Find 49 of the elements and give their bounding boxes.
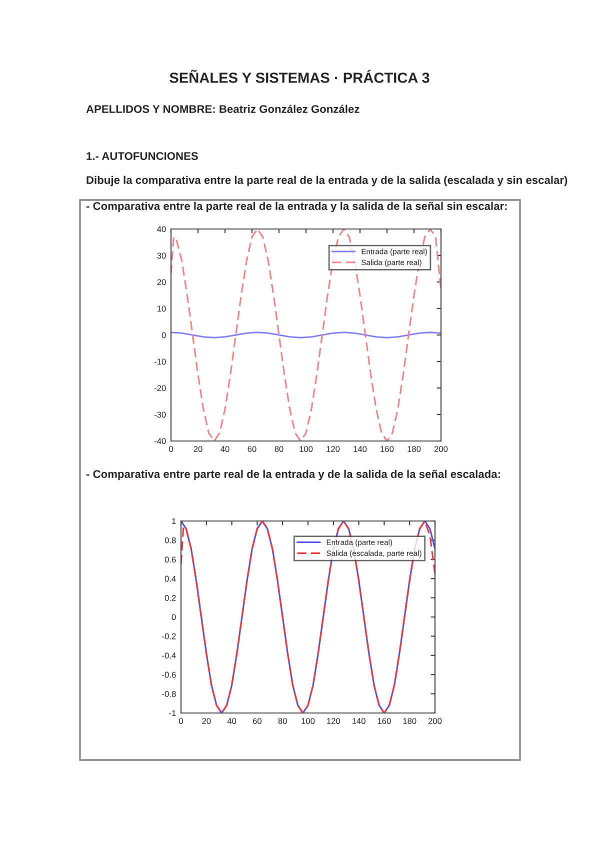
y-tick-label: 0 bbox=[162, 332, 166, 338]
y-tick-label: 0.2 bbox=[164, 595, 176, 601]
x-tick-label: 80 bbox=[274, 446, 284, 452]
text: SEÑALES Y SISTEMAS · PRÁCTICA 3 bbox=[170, 70, 430, 83]
y-tick-label: 30 bbox=[157, 252, 166, 259]
x-tick-label: 140 bbox=[352, 718, 366, 724]
x-tick-label: 120 bbox=[327, 718, 340, 724]
y-tick-label: -0.2 bbox=[162, 633, 176, 640]
y-tick-label: 20 bbox=[157, 279, 166, 286]
x-tick-label: 80 bbox=[278, 718, 287, 724]
chart-title: - Comparativa entre la parte real de la entrada y la salida de la señal sin escalar: bbox=[86, 202, 507, 212]
x-tick-label: 120 bbox=[326, 446, 340, 452]
text: APELLIDOS Y NOMBRE: Beatriz González González bbox=[86, 104, 360, 113]
x-tick-label: 160 bbox=[380, 446, 394, 452]
y-tick-label: 0.4 bbox=[164, 576, 176, 582]
y-tick-label: 1 bbox=[172, 518, 176, 524]
x-tick-label: 40 bbox=[220, 446, 230, 452]
x-tick-label: 160 bbox=[378, 718, 391, 724]
y-tick-label: 40 bbox=[157, 226, 166, 232]
y-tick-label: -1 bbox=[169, 710, 176, 716]
chart-title: - Comparativa entre parte real de la entrada y de la salida de la señal escalada: bbox=[86, 470, 500, 480]
y-tick-label: -20 bbox=[154, 385, 166, 392]
x-tick-label: 200 bbox=[434, 446, 448, 452]
line-series bbox=[171, 229, 441, 441]
line-series bbox=[181, 521, 435, 713]
y-tick-label: -0.8 bbox=[162, 691, 176, 697]
x-tick-label: 60 bbox=[248, 446, 256, 452]
x-tick-label: 100 bbox=[300, 446, 313, 452]
y-tick-label: 0.8 bbox=[164, 537, 176, 544]
x-tick-label: 200 bbox=[428, 718, 442, 724]
x-tick-label: 60 bbox=[252, 718, 262, 724]
x-tick-label: 20 bbox=[202, 718, 211, 724]
x-tick-label: 180 bbox=[408, 446, 421, 452]
y-tick-label: 10 bbox=[158, 306, 166, 312]
x-tick-label: 20 bbox=[194, 446, 202, 452]
x-tick-label: 0 bbox=[179, 718, 183, 724]
x-tick-label: 100 bbox=[302, 718, 315, 724]
y-tick-label: 0.6 bbox=[164, 556, 176, 562]
x-tick-label: 140 bbox=[354, 446, 367, 452]
x-tick-label: 40 bbox=[227, 718, 236, 724]
text: 1.- AUTOFUNCIONES bbox=[86, 152, 198, 160]
text: Dibuje la comparativa entre la parte real de la entrada y de la salida (escalada y sin escalar) bbox=[86, 176, 568, 186]
x-tick-label: 180 bbox=[403, 718, 416, 724]
y-tick-label: -10 bbox=[154, 358, 166, 365]
y-tick-label: -40 bbox=[154, 438, 166, 444]
y-tick-label: -0.6 bbox=[162, 672, 176, 678]
y-tick-label: -0.4 bbox=[162, 652, 176, 658]
y-tick-label: -30 bbox=[154, 412, 166, 418]
y-tick-label: 0 bbox=[172, 614, 176, 620]
